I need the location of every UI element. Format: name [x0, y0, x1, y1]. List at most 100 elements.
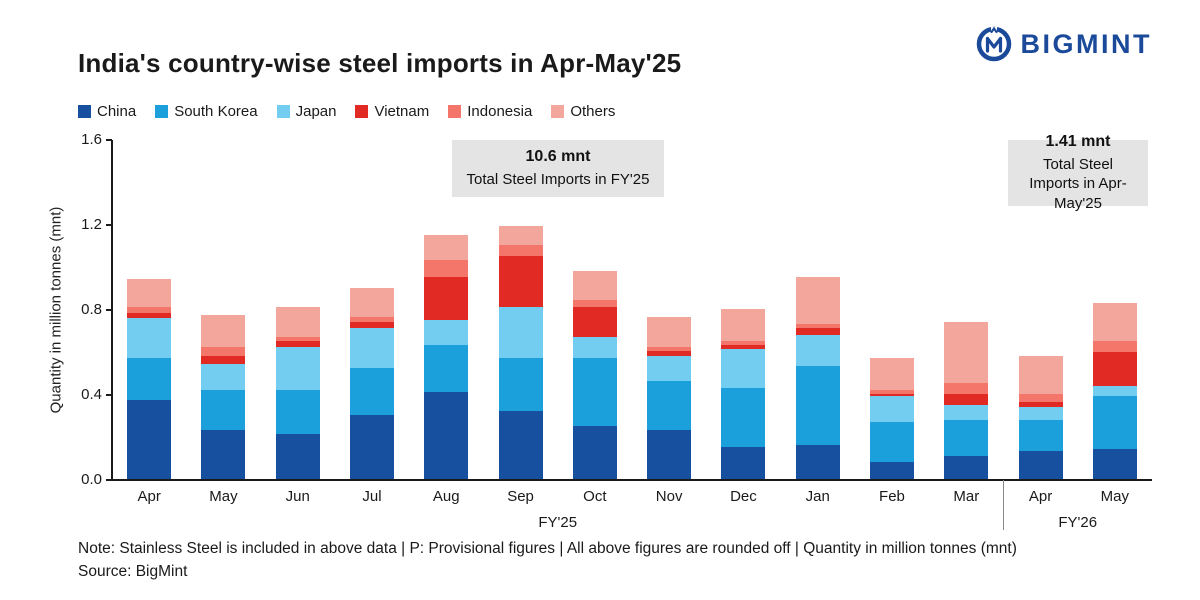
bar-segment-china [870, 462, 914, 479]
bar-segment-vietnam [1092, 351, 1137, 386]
x-axis-line [111, 479, 1152, 481]
bar-segment-vietnam [350, 321, 394, 329]
bar-segment-japan [572, 336, 617, 358]
bar-segment-vietnam [795, 328, 840, 335]
bar-segment-others [201, 315, 246, 348]
bar-segment-others [127, 279, 172, 307]
x-category-label: Apr [137, 488, 161, 505]
x-category-label: May [209, 488, 238, 505]
stacked-bar-feb-10 [870, 357, 914, 479]
bar-segment-vietnam [498, 255, 543, 307]
bar-segment-south-korea [275, 389, 320, 435]
x-category-label: Feb [879, 488, 905, 505]
annotation-aprmay-value: 1.41 mnt [1045, 132, 1111, 150]
bar-segment-china [127, 400, 172, 479]
bar-segment-japan [1018, 406, 1063, 420]
bar-segment-others [1092, 302, 1137, 341]
stacked-bar-jun-2 [275, 306, 320, 479]
bar-segment-china [201, 430, 246, 479]
legend-swatch [155, 105, 169, 118]
legend-label: Others [570, 103, 616, 120]
legend-swatch [551, 105, 565, 118]
bar-segment-south-korea [944, 419, 989, 456]
stacked-bar-oct-6 [572, 270, 617, 479]
bar-segment-japan [1092, 385, 1137, 397]
legend-item-china: China [78, 103, 136, 120]
bar-segment-south-korea [127, 357, 172, 401]
bar-segment-vietnam [572, 306, 617, 337]
bar-segment-indonesia [350, 317, 394, 322]
legend-label: China [97, 103, 137, 120]
annotation-fy25-total: 10.6 mnt Total Steel Imports in FY'25 [452, 140, 664, 197]
stacked-bar-may-1 [201, 315, 246, 479]
legend-item-south-korea: South Korea [155, 103, 258, 120]
bar-segment-japan [647, 355, 692, 382]
legend-item-vietnam: Vietnam [355, 103, 429, 120]
bar-segment-south-korea [424, 345, 469, 392]
bar-segment-china [572, 425, 617, 479]
x-category-label: May [1100, 488, 1130, 505]
bar-segment-japan [795, 334, 840, 367]
x-group-label-fy26: FY'26 [1058, 514, 1098, 531]
stacked-bar-mar-11 [944, 321, 989, 479]
legend-swatch [448, 105, 462, 118]
annotation-fy25-value: 10.6 mnt [525, 147, 591, 165]
x-category-label: Jun [285, 488, 310, 505]
bar-segment-vietnam [944, 394, 989, 405]
bar-segment-south-korea [201, 389, 246, 431]
x-group-label-fy25: FY'25 [538, 514, 578, 531]
bar-segment-japan [944, 404, 989, 420]
bar-segment-others [498, 226, 543, 246]
legend-label: Vietnam [374, 103, 430, 120]
bar-segment-south-korea [795, 366, 840, 445]
legend-swatch [355, 105, 369, 118]
brand-name: BIGMINT [1020, 28, 1152, 59]
bar-segment-indonesia [721, 340, 766, 346]
bar-segment-japan [201, 364, 246, 390]
bar-segment-china [721, 447, 766, 479]
x-category-label: Aug [432, 488, 460, 505]
x-category-label: Dec [730, 488, 757, 505]
bar-segment-china [1092, 449, 1137, 479]
x-category-label: Oct [583, 488, 607, 505]
bar-segment-south-korea [1092, 396, 1137, 450]
bar-segment-china [944, 455, 989, 479]
y-tick-label: 0.0 [81, 471, 102, 488]
bar-segment-south-korea [572, 357, 617, 426]
footnote: Note: Stainless Steel is included in abo… [78, 540, 1017, 557]
x-category-label: Sep [507, 488, 534, 505]
bar-segment-china [498, 411, 543, 479]
bar-segment-others [424, 234, 469, 261]
legend-item-japan: Japan [276, 103, 336, 120]
bar-segment-vietnam [424, 277, 469, 320]
bar-segment-indonesia [870, 389, 914, 395]
stacked-bar-dec-8 [721, 308, 766, 479]
bar-segment-china [275, 434, 320, 479]
bar-segment-vietnam [721, 345, 766, 350]
stacked-bar-apr-0 [127, 279, 172, 479]
x-category-label: Nov [655, 488, 683, 505]
y-tick-label: 0.4 [81, 386, 102, 403]
x-category-label: Jul [362, 488, 382, 505]
bar-segment-japan [721, 349, 766, 388]
bar-segment-vietnam [275, 340, 320, 348]
stacked-bar-apr-12 [1018, 355, 1063, 479]
bar-segment-others [944, 321, 989, 384]
bar-segment-japan [870, 396, 914, 422]
y-tick-mark [106, 479, 112, 481]
bigmint-logo-icon [976, 26, 1011, 62]
source-line: Source: BigMint [78, 563, 188, 580]
bar-segment-indonesia [1092, 340, 1137, 352]
bar-segment-indonesia [424, 260, 469, 278]
bar-segment-south-korea [647, 381, 692, 431]
bar-segment-indonesia [201, 347, 246, 356]
bar-segment-indonesia [127, 306, 172, 314]
legend: China South Korea Japan Vietnam Indonesia Oth… [78, 103, 615, 120]
stacked-bar-aug-4 [424, 234, 469, 479]
bar-segment-china [1018, 451, 1063, 479]
bar-segment-south-korea [870, 421, 914, 462]
bar-segment-others [721, 308, 766, 341]
bar-segment-south-korea [498, 357, 543, 411]
annotation-aprmay-label: Total Steel Imports in Apr-May'25 [1029, 155, 1127, 212]
